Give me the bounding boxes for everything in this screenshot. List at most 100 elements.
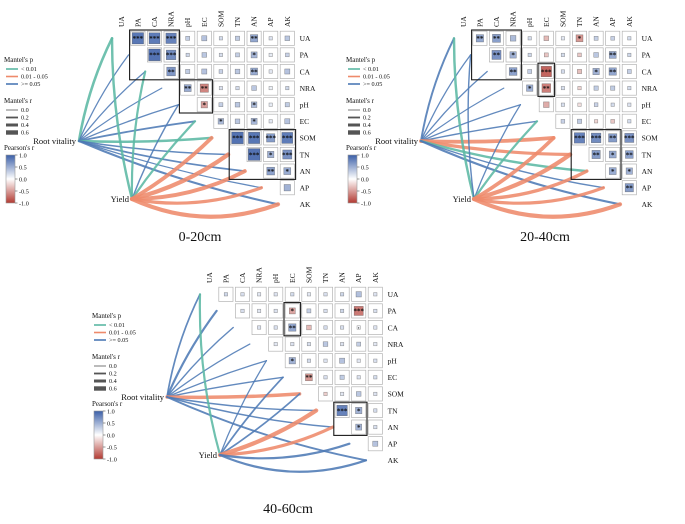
colorbar-tick-label: 0.0 [361,176,369,183]
mantel-edge-yield-SOM [130,136,214,201]
significance-stars: *** [249,135,260,143]
significance-stars: * [269,151,273,159]
mantel-r-legend-label: 0.4 [109,378,117,385]
mantel-r-legend-title: Mantel's r [346,97,375,105]
matrix-cell-TN-AN [247,148,261,161]
col-label-TN: TN [321,272,330,283]
significance-stars: * [252,52,256,60]
colorbar-tick-label: 1.0 [19,152,27,159]
significance-stars: * [252,118,256,126]
col-label-AK: AK [625,16,634,27]
colorbar-tick-label: 1.0 [361,152,369,159]
row-label-EC: EC [642,117,652,126]
matrix-cell-SOM-AP [356,391,362,397]
matrix-cell-UA-SOM [306,292,311,297]
matrix-cell-CA-AP [356,325,361,330]
matrix-cell-TN-AK [373,408,378,413]
matrix-cell-SOM-AN [248,131,261,144]
row-label-AK: AK [300,200,311,209]
matrix-cell-PA-SOM [560,52,565,57]
col-label-EC: EC [288,273,297,283]
matrix-cell-AN-AK [625,167,633,175]
matrix-cell-EC-AN [250,118,258,125]
node-label-yield: Yield [453,194,472,204]
mantel-edge-root-vitality-EC [78,120,196,142]
mantel-edge-root-vitality-AK [166,396,367,462]
mantel-p-legend-label: < 0.01 [21,66,37,73]
mantel-edge-root-vitality-AN [78,140,246,172]
col-label-NRA: NRA [167,11,176,27]
significance-stars: ** [251,35,259,43]
mantel-p-legend-label: < 0.01 [109,322,125,329]
matrix-cell-AP-AK [372,440,379,447]
matrix-cell-TN-AK [625,150,634,159]
mantel-edge-root-vitality-EC [166,376,284,398]
matrix-cell-TN-AN [591,150,601,159]
col-label-AP: AP [354,273,363,283]
mantel-edge-root-vitality-NRA [78,87,163,142]
matrix-cell-TN-AP [608,150,617,159]
row-label-AN: AN [300,167,311,176]
significance-stars: *** [282,135,293,143]
matrix-cell-SOM-TN [574,132,585,144]
mantel-edge-root-vitality-UA [166,293,201,398]
panel-title-40-60cm: 40-60cm [263,502,313,517]
colorbar-tick-label: -0.5 [361,188,371,195]
matrix-cell-EC-TN [323,375,328,380]
cluster-outline [570,129,622,180]
matrix-cell-UA-AP [355,291,362,298]
mantel-edge-yield-UA [452,37,476,201]
mantel-edge-yield-UA [110,37,134,201]
matrix-cell-SOM-TN [323,391,328,396]
col-label-CA: CA [150,16,159,27]
col-label-EC: EC [200,17,209,27]
row-label-pH: pH [642,101,652,110]
significance-stars: ** [626,185,634,193]
matrix-cell-NRA-EC [541,83,551,93]
col-label-pH: pH [271,273,280,283]
significance-stars: * [628,168,632,176]
colorbar-tick-label: 1.0 [107,408,115,415]
col-label-TN: TN [575,16,584,27]
mantel-r-legend-label: 0.2 [363,115,371,122]
col-label-AP: AP [608,17,617,27]
mantel-r-legend-label: 0.0 [21,107,29,114]
significance-stars: ** [251,68,259,76]
row-label-EC: EC [388,373,398,382]
matrix-cell-NRA-TN [322,341,329,347]
matrix-cell-PA-pH [185,52,190,57]
matrix-cell-UA-pH [527,36,532,41]
mantel-edge-yield-AN [130,169,247,201]
matrix-cell-pH-EC [200,101,208,109]
mantel-edge-root-vitality-SOM [419,136,556,144]
mantel-edge-root-vitality-SOM [165,392,302,400]
mantel-edge-yield-AP [472,186,605,205]
col-label-SOM: SOM [216,10,225,27]
matrix-cell-AN-AP [266,166,275,176]
significance-stars: * [578,35,582,43]
pearson-r-legend-title: Pearson's r [92,400,123,408]
matrix-cell-pH-AP [268,102,273,107]
matrix-cell-EC-AP [610,119,615,124]
row-label-UA: UA [388,290,399,299]
matrix-cell-CA-AN [250,67,258,76]
mantel-edge-yield-UA [198,293,222,457]
matrix-cell-PA-SOM [306,308,312,314]
matrix-cell-PA-pH [273,308,278,313]
row-label-PA: PA [300,51,309,60]
row-label-CA: CA [642,67,653,76]
matrix-cell-PA-TN [323,308,328,313]
matrix-cell-pH-AP [610,102,615,107]
mantel-r-legend-label: 0.4 [363,122,371,129]
matrix-cell-NRA-AK [285,86,290,91]
mantel-p-legend-label: >= 0.05 [363,81,382,88]
matrix-cell-pH-AN [339,357,345,364]
node-label-root-vitality: Root vitality [33,136,76,146]
matrix-cell-CA-AP [268,69,273,74]
matrix-cell-CA-AN [592,68,600,75]
significance-stars: * [291,308,295,316]
matrix-cell-CA-NRA [257,325,262,330]
matrix-cell-UA-AK [284,35,290,41]
matrix-cell-SOM-AP [608,133,618,143]
